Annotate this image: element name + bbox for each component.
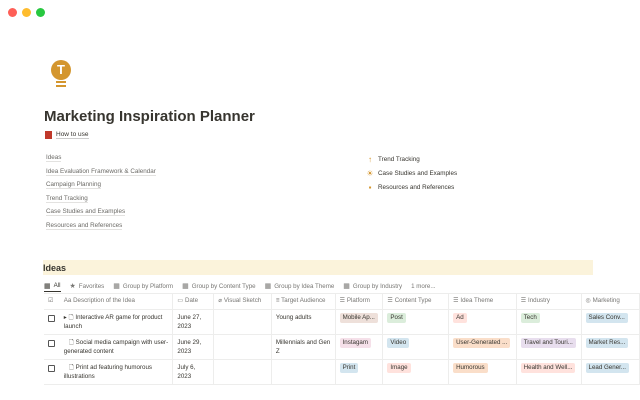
cell-audience[interactable] [271,359,336,385]
row-checkbox[interactable] [48,340,55,347]
tab-all[interactable]: ▦ All [44,280,61,292]
table-icon: ▦ [264,283,272,290]
tag-industry[interactable]: Travel and Touri... [520,338,576,348]
tag-content[interactable]: Image [387,363,411,373]
minimize-button[interactable] [22,8,31,17]
lightbulb-icon: T [51,60,71,80]
book-icon [45,131,52,139]
page-icon: 🗋 [68,314,74,321]
link-campaign-planning[interactable]: Campaign Planning [46,181,101,189]
cell-audience[interactable]: Millennials and Gen Z [271,334,336,360]
page-title: Marketing Inspiration Planner [44,108,255,125]
page-icon: 🗋 [68,364,74,371]
link-idea-evaluation[interactable]: Idea Evaluation Framework & Calendar [46,167,156,176]
link-case-studies[interactable]: Case Studies and Examples [46,208,126,216]
tag-theme[interactable]: Ad [453,313,467,323]
arrow-up-icon: ↑ [368,154,372,164]
cell-description[interactable]: 🗋 Social media campaign with user-genera… [59,334,174,360]
col-idea-theme[interactable]: ☰ Idea Theme [448,293,517,310]
tag-marketing[interactable]: Market Res... [585,338,629,348]
col-target-audience[interactable]: ≡ Target Audience [271,293,336,310]
link-trend-tracking[interactable]: Trend Tracking [46,194,88,203]
table-icon: ▦ [44,282,51,290]
how-to-use-link[interactable]: How to use [45,131,89,139]
link-resources[interactable]: Resources and References [46,221,123,230]
tag-content[interactable]: Video [387,338,410,348]
tag-content[interactable]: Post [387,313,406,323]
tab-group-content-type[interactable]: ▦ Group by Content Type [182,282,256,291]
cell-visual-sketch[interactable] [213,309,272,335]
tag-platform[interactable]: Print [339,363,359,373]
table-icon: ▦ [182,283,189,290]
tag-platform[interactable]: Mobile Ap... [339,313,378,323]
tag-theme[interactable]: User-Generated ... [453,338,511,348]
tag-platform[interactable]: Instagam [339,338,372,348]
sun-icon: ☀ [366,168,374,178]
col-date[interactable]: ▭ Date [172,293,215,310]
col-platform[interactable]: ☰ Platform [335,293,384,310]
tab-more[interactable]: 1 more... [411,282,436,290]
cell-date[interactable]: June 29, 2023 [172,334,215,360]
cell-date[interactable]: June 27, 2023 [172,309,215,335]
right-link-trend-tracking[interactable]: ↑ Trend Tracking [368,154,420,164]
link-ideas[interactable]: Ideas [46,154,62,162]
expand-icon: ▸ [63,314,67,321]
select-all-checkbox[interactable]: ☑ [44,293,60,310]
row-checkbox[interactable] [48,365,55,372]
note-icon: ▪ [368,183,372,193]
page-icon: 🗋 [68,339,74,346]
database-title: Ideas [43,260,593,275]
col-content-type[interactable]: ☰ Content Type [382,293,450,310]
tab-favorites[interactable]: ★ Favorites [69,282,105,291]
right-links: ↑ Trend Tracking ☀ Case Studies and Exampl… [366,152,457,195]
tab-group-idea-theme[interactable]: ▦ Group by Idea Theme [264,282,335,291]
tag-industry[interactable]: Tech [520,313,540,323]
close-button[interactable] [8,8,17,17]
table-header: ☑ Aa Description of the Idea ▭ Date ⌀ Vi… [44,293,640,310]
cell-visual-sketch[interactable] [213,334,272,360]
tag-marketing[interactable]: Lead Gener... [585,363,630,373]
page-links: Ideas Idea Evaluation Framework & Calend… [46,153,156,234]
table-icon: ▦ [343,283,350,290]
ideas-table: ☑ Aa Description of the Idea ▭ Date ⌀ Vi… [44,293,640,385]
col-industry[interactable]: ☰ Industry [516,293,582,310]
col-description[interactable]: Aa Description of the Idea [59,293,174,310]
row-checkbox[interactable] [48,315,55,322]
col-visual-sketch[interactable]: ⌀ Visual Sketch [213,293,272,310]
table-row: 🗋 Print ad featuring humorous illustrati… [44,359,640,385]
maximize-button[interactable] [36,8,45,17]
cell-audience[interactable]: Young adults [271,309,336,335]
tag-theme[interactable]: Humorous [453,363,488,373]
table-row: 🗋 Social media campaign with user-genera… [44,334,640,360]
cell-date[interactable]: July 6, 2023 [172,359,215,385]
tab-group-platform[interactable]: ▦ Group by Platform [113,282,174,291]
right-link-resources[interactable]: ▪ Resources and References [366,181,457,195]
tag-marketing[interactable]: Sales Conv... [585,313,628,323]
cell-visual-sketch[interactable] [213,359,272,385]
star-icon: ★ [69,283,76,290]
col-marketing[interactable]: ◎ Marketing [581,293,640,310]
cell-description[interactable]: ▸ 🗋 Interactive AR game for product laun… [59,309,174,335]
table-icon: ▦ [113,283,120,290]
view-tabs: ▦ All ★ Favorites ▦ Group by Platform ▦ Grou… [44,280,436,292]
table-row: ▸ 🗋 Interactive AR game for product laun… [44,309,640,335]
right-link-case-studies[interactable]: ☀ Case Studies and Examples [366,168,458,178]
cell-description[interactable]: 🗋 Print ad featuring humorous illustrati… [59,359,174,385]
tab-group-industry[interactable]: ▦ Group by Industry [343,282,403,291]
lightbulb-base-icon [56,81,66,87]
tag-industry[interactable]: Health and Well... [520,363,576,373]
